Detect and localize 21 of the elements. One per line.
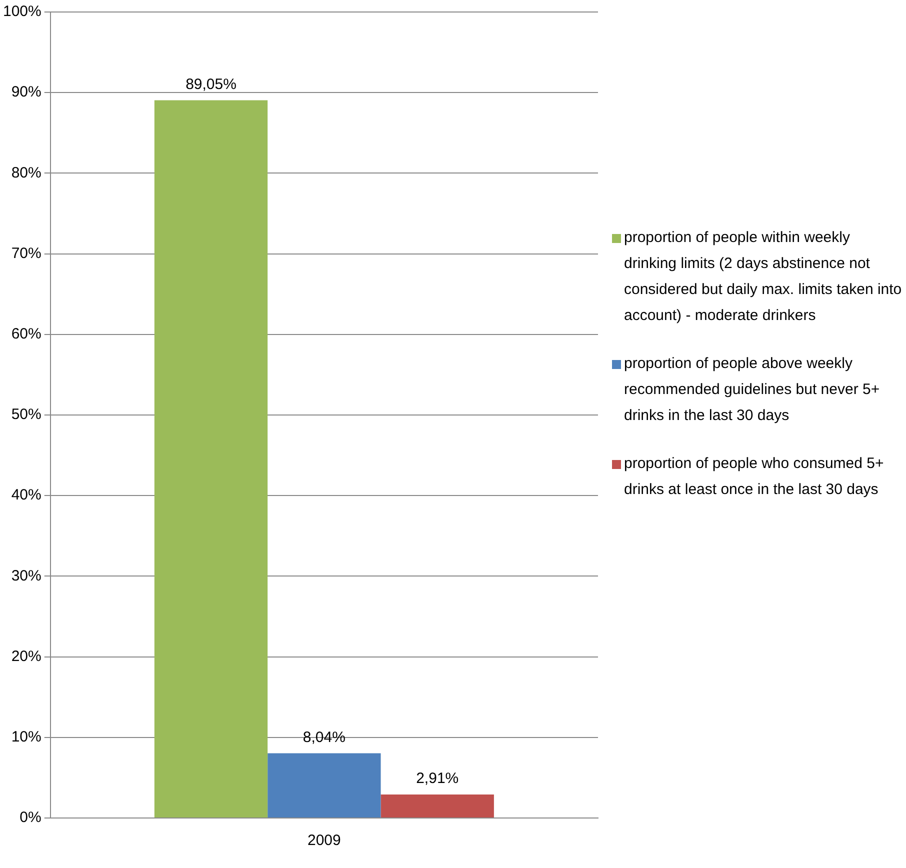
y-tick-label: 50% [11, 406, 42, 424]
y-tick-label: 90% [11, 84, 42, 101]
y-tick-label: 100% [2, 3, 42, 20]
y-tick-label: 60% [11, 326, 42, 343]
bar [380, 794, 494, 818]
y-tick-label: 80% [11, 164, 42, 182]
y-tick-label: 10% [11, 728, 42, 746]
data-label: 8,04% [302, 728, 346, 746]
data-label: 2,91% [416, 770, 459, 788]
data-label: 89,05% [186, 76, 236, 93]
legend-label: proportion of people who consumed 5+ drinks at least once in the last 30 days [624, 454, 885, 500]
y-tick-label: 20% [11, 648, 42, 665]
legend-label: proportion of people within weekly drinking limits (2 days abstinence not considered but daily max. limits taken into account) - moderate drinkers [624, 228, 902, 326]
legend-label: proportion of people above weekly recommended guidelines but never 5+ drinks in the last 30 days [624, 354, 881, 426]
y-tick-label: 70% [11, 244, 42, 262]
y-tick-label: 30% [11, 567, 42, 584]
y-tick-label: 0% [20, 809, 42, 826]
x-tick-label: 2009 [307, 832, 341, 850]
bar [268, 753, 381, 818]
bar [154, 100, 268, 818]
y-tick-label: 40% [11, 486, 42, 504]
